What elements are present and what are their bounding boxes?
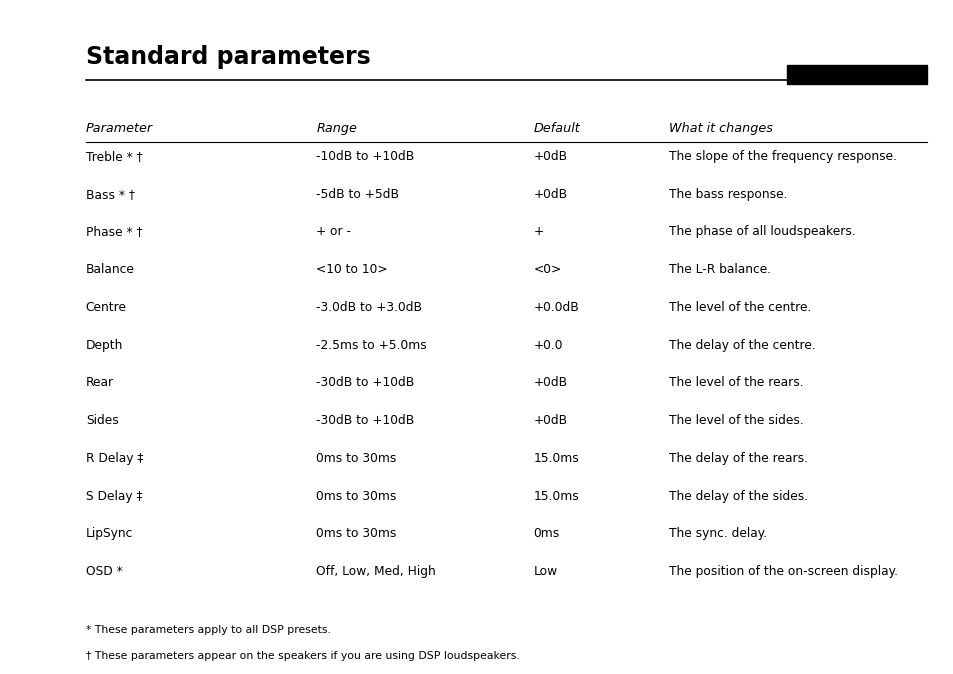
Text: -5dB to +5dB: -5dB to +5dB xyxy=(316,187,399,201)
Text: R Delay ‡: R Delay ‡ xyxy=(86,452,143,465)
Text: +0dB: +0dB xyxy=(533,187,567,201)
Text: The sync. delay.: The sync. delay. xyxy=(668,527,766,541)
Text: 0ms to 30ms: 0ms to 30ms xyxy=(316,527,396,541)
Text: 0ms to 30ms: 0ms to 30ms xyxy=(316,452,396,465)
Text: Depth: Depth xyxy=(86,338,123,352)
Text: -2.5ms to +5.0ms: -2.5ms to +5.0ms xyxy=(316,338,427,352)
Text: +0dB: +0dB xyxy=(533,376,567,390)
Text: 26: 26 xyxy=(13,634,31,647)
Text: +0dB: +0dB xyxy=(533,414,567,427)
Text: * These parameters apply to all DSP presets.: * These parameters apply to all DSP pres… xyxy=(86,625,331,634)
Text: LipSync: LipSync xyxy=(86,527,133,541)
Text: The L-R balance.: The L-R balance. xyxy=(668,263,770,276)
Text: Off, Low, Med, High: Off, Low, Med, High xyxy=(316,565,436,578)
Text: The delay of the rears.: The delay of the rears. xyxy=(668,452,807,465)
Text: Defining your own presets: Defining your own presets xyxy=(17,277,28,424)
Text: 0ms: 0ms xyxy=(533,527,559,541)
Bar xyxy=(786,65,926,84)
Text: Balance: Balance xyxy=(86,263,134,276)
Text: 15.0ms: 15.0ms xyxy=(533,452,578,465)
Text: The phase of all loudspeakers.: The phase of all loudspeakers. xyxy=(668,225,855,239)
Text: Treble * †: Treble * † xyxy=(86,150,142,163)
Text: The position of the on-screen display.: The position of the on-screen display. xyxy=(668,565,897,578)
Text: The delay of the centre.: The delay of the centre. xyxy=(668,338,815,352)
Text: -30dB to +10dB: -30dB to +10dB xyxy=(316,414,415,427)
Text: S Delay ‡: S Delay ‡ xyxy=(86,489,142,503)
Text: +0.0dB: +0.0dB xyxy=(533,301,578,314)
Text: +0dB: +0dB xyxy=(533,150,567,163)
Text: Low: Low xyxy=(533,565,557,578)
Text: +0.0: +0.0 xyxy=(533,338,562,352)
Text: Phase * †: Phase * † xyxy=(86,225,142,239)
Text: 15.0ms: 15.0ms xyxy=(533,489,578,503)
Text: OSD *: OSD * xyxy=(86,565,122,578)
Text: The level of the sides.: The level of the sides. xyxy=(668,414,803,427)
Text: Standard parameters: Standard parameters xyxy=(86,45,370,69)
Text: Rear: Rear xyxy=(86,376,113,390)
Text: What it changes: What it changes xyxy=(668,121,772,135)
Text: -30dB to +10dB: -30dB to +10dB xyxy=(316,376,415,390)
Text: Centre: Centre xyxy=(86,301,127,314)
Text: -10dB to +10dB: -10dB to +10dB xyxy=(316,150,415,163)
Text: <10 to 10>: <10 to 10> xyxy=(316,263,388,276)
Text: -3.0dB to +3.0dB: -3.0dB to +3.0dB xyxy=(316,301,422,314)
Text: The level of the centre.: The level of the centre. xyxy=(668,301,811,314)
Text: +: + xyxy=(533,225,543,239)
Text: Bass * †: Bass * † xyxy=(86,187,134,201)
Text: 0ms to 30ms: 0ms to 30ms xyxy=(316,489,396,503)
Text: Sides: Sides xyxy=(86,414,118,427)
Text: The level of the rears.: The level of the rears. xyxy=(668,376,802,390)
Text: The delay of the sides.: The delay of the sides. xyxy=(668,489,807,503)
Text: † These parameters appear on the speakers if you are using DSP loudspeakers.: † These parameters appear on the speaker… xyxy=(86,652,519,661)
Text: + or -: + or - xyxy=(316,225,351,239)
Text: The bass response.: The bass response. xyxy=(668,187,787,201)
Text: The slope of the frequency response.: The slope of the frequency response. xyxy=(668,150,896,163)
Text: Default: Default xyxy=(533,121,579,135)
Text: <0>: <0> xyxy=(533,263,561,276)
Text: Parameter: Parameter xyxy=(86,121,152,135)
Text: Range: Range xyxy=(316,121,357,135)
